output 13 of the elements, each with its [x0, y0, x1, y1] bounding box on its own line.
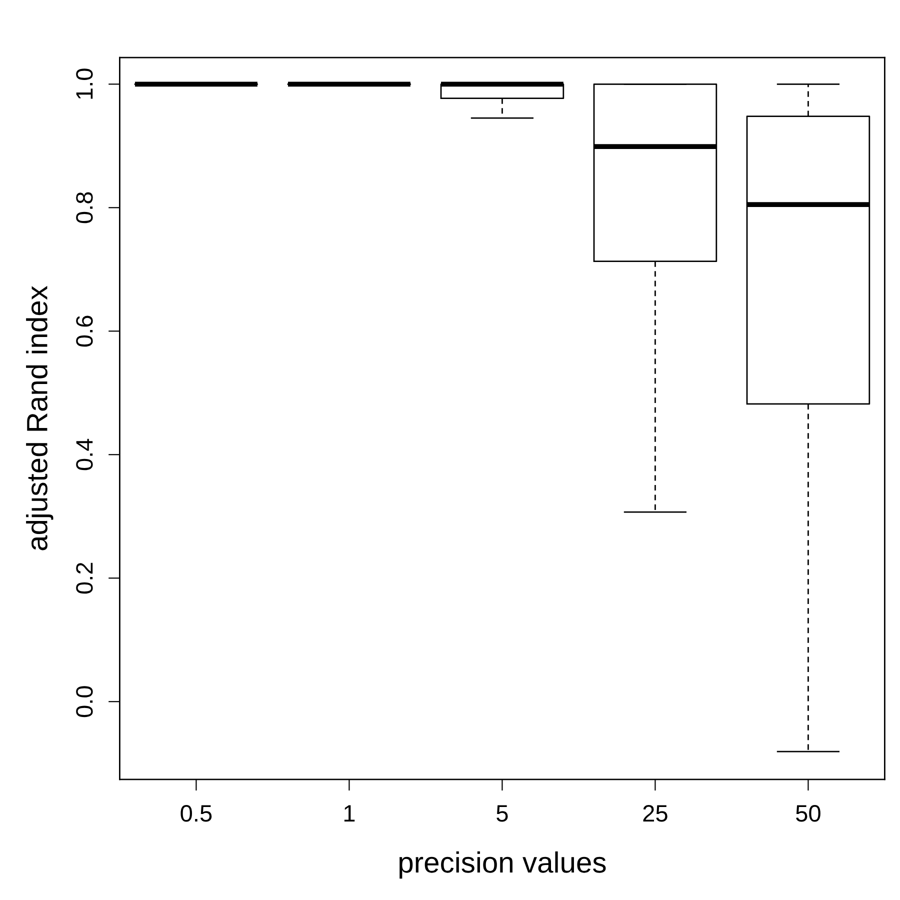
y-tick-label: 0.0 [76, 686, 93, 718]
y-tick-label: 0.4 [76, 438, 93, 470]
x-axis-title: precision values [400, 851, 606, 879]
x-tick-label: 1 [344, 805, 355, 822]
x-tick-label: 25 [643, 805, 668, 822]
y-tick-label: 1.0 [76, 68, 93, 99]
y-tick-label: 0.8 [76, 192, 93, 224]
y-tick-label: 0.2 [76, 562, 93, 594]
y-tick-label: 0.6 [76, 316, 93, 347]
y-axis-title: adjusted Rand index [26, 286, 54, 550]
x-tick-label: 50 [796, 805, 820, 822]
x-tick-label: 5 [496, 805, 508, 822]
x-tick-label: 0.5 [180, 805, 212, 822]
